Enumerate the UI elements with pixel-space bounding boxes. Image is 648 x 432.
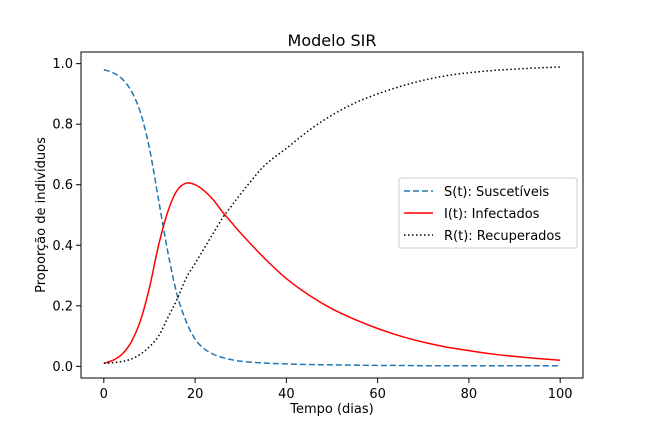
y-tick-label: 0.0 (52, 360, 73, 375)
y-tick-label: 0.4 (52, 239, 73, 254)
y-tick-label: 0.2 (52, 299, 73, 314)
y-axis-label: Proporção de indivíduos (34, 137, 49, 293)
x-tick-label: 80 (461, 387, 478, 402)
series-layer (103, 66, 561, 367)
x-tick-label: 60 (369, 387, 386, 402)
x-tick-label: 0 (100, 387, 108, 402)
legend-label-recuperados: R(t): Recuperados (444, 229, 561, 244)
legend-label-susceptiveis: S(t): Suscetíveis (444, 185, 549, 200)
plot-frame (80, 51, 584, 379)
legend-frame (398, 177, 578, 249)
x-axis-ticks: 0 20 40 60 80 100 (100, 378, 573, 402)
x-axis-label: Tempo (dias) (289, 402, 373, 417)
y-tick-label: 0.6 (52, 178, 73, 193)
x-tick-label: 100 (548, 387, 573, 402)
y-axis-ticks: 0.0 0.2 0.4 0.6 0.8 1.0 (52, 57, 81, 375)
chart-title: Modelo SIR (288, 31, 377, 50)
series-line-i-t-infectados (103, 182, 561, 365)
y-tick-label: 1.0 (52, 57, 73, 72)
x-tick-label: 40 (278, 387, 295, 402)
series-line-s-t-suscet-veis (103, 68, 561, 367)
legend-label-infectados: I(t): Infectados (444, 207, 540, 222)
series-line-r-t-recuperados (103, 66, 561, 365)
legend: S(t): Suscetíveis I(t): Infectados R(t):… (398, 177, 578, 249)
y-tick-label: 0.8 (52, 118, 73, 133)
x-tick-label: 20 (187, 387, 204, 402)
